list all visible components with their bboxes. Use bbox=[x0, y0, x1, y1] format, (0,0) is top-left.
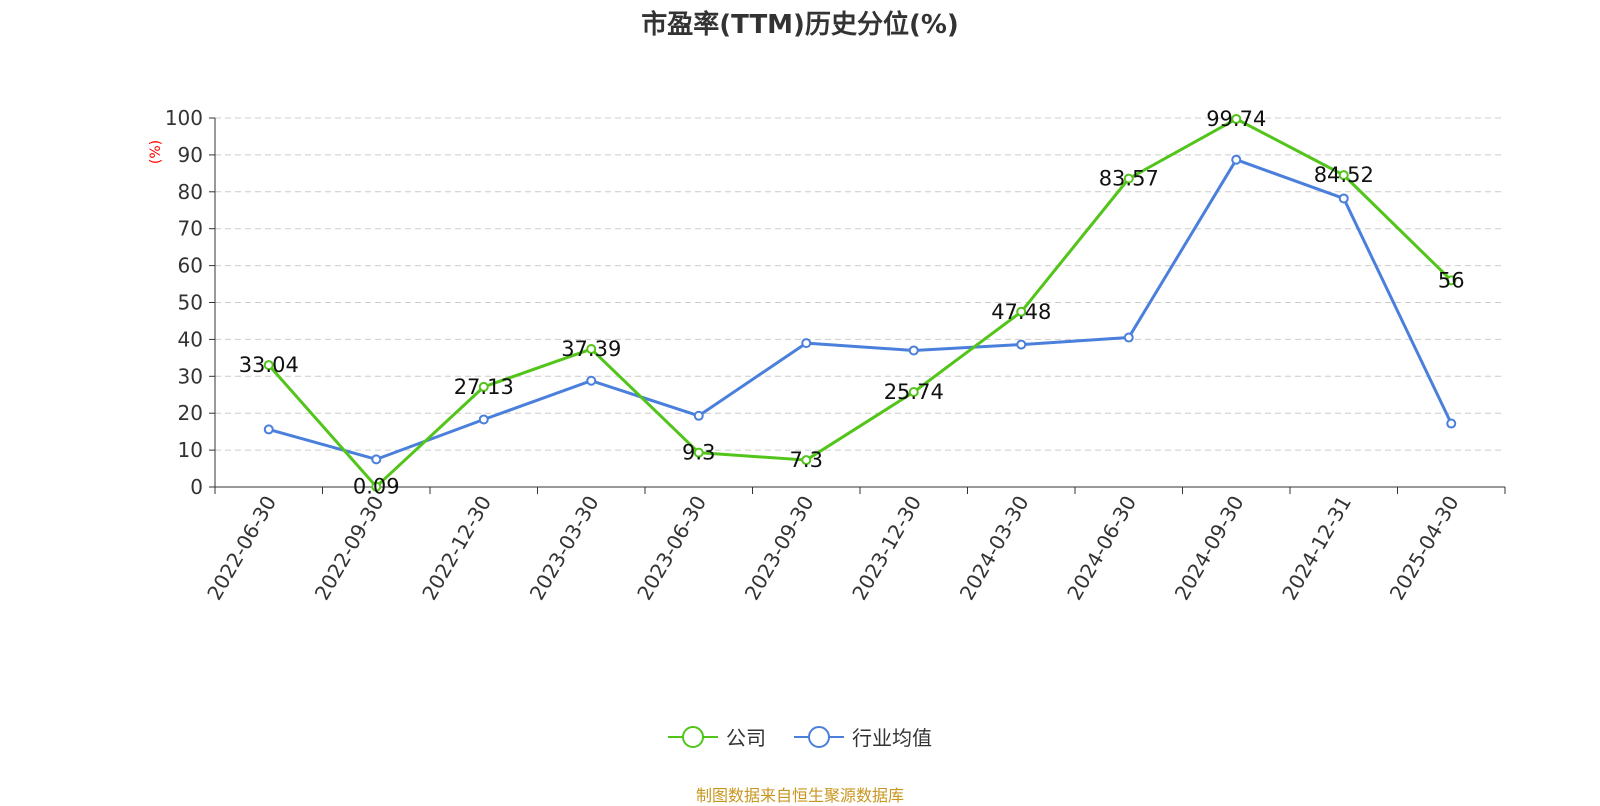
data-label-company: 9.3 bbox=[682, 441, 715, 465]
legend-item-company[interactable]: 公司 bbox=[668, 722, 766, 751]
data-label-company: 33.04 bbox=[239, 353, 299, 377]
y-tick-label: 90 bbox=[178, 143, 203, 167]
series-line-company bbox=[267, 117, 1453, 489]
data-point-company[interactable] bbox=[801, 455, 812, 466]
data-label-company: 47.48 bbox=[991, 300, 1051, 324]
data-label-company: 56 bbox=[1438, 268, 1465, 292]
data-point-company[interactable] bbox=[1123, 173, 1134, 184]
series-line-industry-average bbox=[268, 158, 1453, 461]
data-point-company[interactable] bbox=[693, 447, 704, 458]
legend-marker-industry-icon bbox=[794, 725, 844, 748]
y-tick-label: 100 bbox=[165, 106, 203, 130]
x-tick-label: 2023-03-30 bbox=[525, 492, 604, 605]
data-point-company[interactable] bbox=[263, 360, 274, 371]
chart-title: 市盈率(TTM)历史分位(%) bbox=[641, 10, 959, 40]
y-tick-label: 30 bbox=[178, 364, 203, 388]
legend-label-industry-average: 行业均值 bbox=[852, 726, 932, 750]
x-tick-label: 2022-09-30 bbox=[310, 492, 389, 605]
data-point-company[interactable] bbox=[1446, 275, 1457, 286]
x-tick-label: 2022-06-30 bbox=[202, 492, 281, 605]
data-point-industry-average[interactable] bbox=[371, 454, 382, 465]
data-point-industry-average[interactable] bbox=[693, 410, 704, 421]
data-label-company: 99.74 bbox=[1206, 107, 1266, 131]
x-tick-label: 2023-12-30 bbox=[847, 492, 926, 605]
y-tick-label: 20 bbox=[178, 401, 203, 425]
data-label-company: 25.74 bbox=[884, 380, 944, 404]
data-point-industry-average[interactable] bbox=[263, 424, 274, 435]
data-label-company: 7.3 bbox=[790, 448, 823, 472]
data-label-company: 27.13 bbox=[454, 375, 514, 399]
data-point-industry-average[interactable] bbox=[1231, 154, 1242, 165]
x-tick-label: 2024-06-30 bbox=[1062, 492, 1141, 605]
legend-item-industry-average[interactable]: 行业均值 bbox=[794, 722, 932, 751]
x-tick-label: 2023-09-30 bbox=[740, 492, 819, 605]
data-point-company[interactable] bbox=[371, 481, 382, 492]
data-point-company[interactable] bbox=[1231, 113, 1242, 124]
data-point-industry-average[interactable] bbox=[908, 345, 919, 356]
x-tick-label: 2023-06-30 bbox=[632, 492, 711, 605]
y-tick-label: 40 bbox=[178, 327, 203, 351]
data-label-company: 37.39 bbox=[561, 337, 621, 361]
data-point-industry-average[interactable] bbox=[1123, 332, 1134, 343]
x-tick-label: 2024-03-30 bbox=[955, 492, 1034, 605]
x-tick-label: 2022-12-30 bbox=[417, 492, 496, 605]
y-tick-label: 80 bbox=[178, 180, 203, 204]
y-tick-label: 60 bbox=[178, 254, 203, 278]
y-tick-label: 70 bbox=[178, 217, 203, 241]
y-tick-label: 50 bbox=[178, 291, 203, 315]
data-point-industry-average[interactable] bbox=[1016, 339, 1027, 350]
data-point-company[interactable] bbox=[478, 381, 489, 392]
data-point-industry-average[interactable] bbox=[478, 414, 489, 425]
data-point-industry-average[interactable] bbox=[586, 375, 597, 386]
x-tick-label: 2025-04-30 bbox=[1385, 492, 1464, 605]
data-point-company[interactable] bbox=[586, 344, 597, 355]
data-label-company: 84.52 bbox=[1314, 163, 1374, 187]
source-note: 制图数据来自恒生聚源数据库 bbox=[695, 786, 904, 805]
data-point-company[interactable] bbox=[908, 387, 919, 398]
x-tick-label: 2024-09-30 bbox=[1170, 492, 1249, 605]
data-label-company: 83.57 bbox=[1099, 167, 1159, 191]
data-point-company[interactable] bbox=[1016, 306, 1027, 317]
data-point-company[interactable] bbox=[1338, 170, 1349, 181]
x-tick-label: 2024-12-31 bbox=[1277, 492, 1356, 605]
data-point-industry-average[interactable] bbox=[1446, 418, 1457, 429]
y-tick-label: 10 bbox=[178, 438, 203, 462]
y-tick-label: 0 bbox=[190, 475, 203, 499]
data-point-industry-average[interactable] bbox=[801, 338, 812, 349]
data-point-industry-average[interactable] bbox=[1338, 193, 1349, 204]
y-axis-label: (%) bbox=[148, 140, 164, 164]
data-label-company: 0.09 bbox=[353, 475, 400, 499]
legend: 公司 行业均值 bbox=[0, 722, 1600, 751]
legend-marker-company-icon bbox=[668, 725, 718, 748]
legend-label-company: 公司 bbox=[726, 726, 766, 750]
